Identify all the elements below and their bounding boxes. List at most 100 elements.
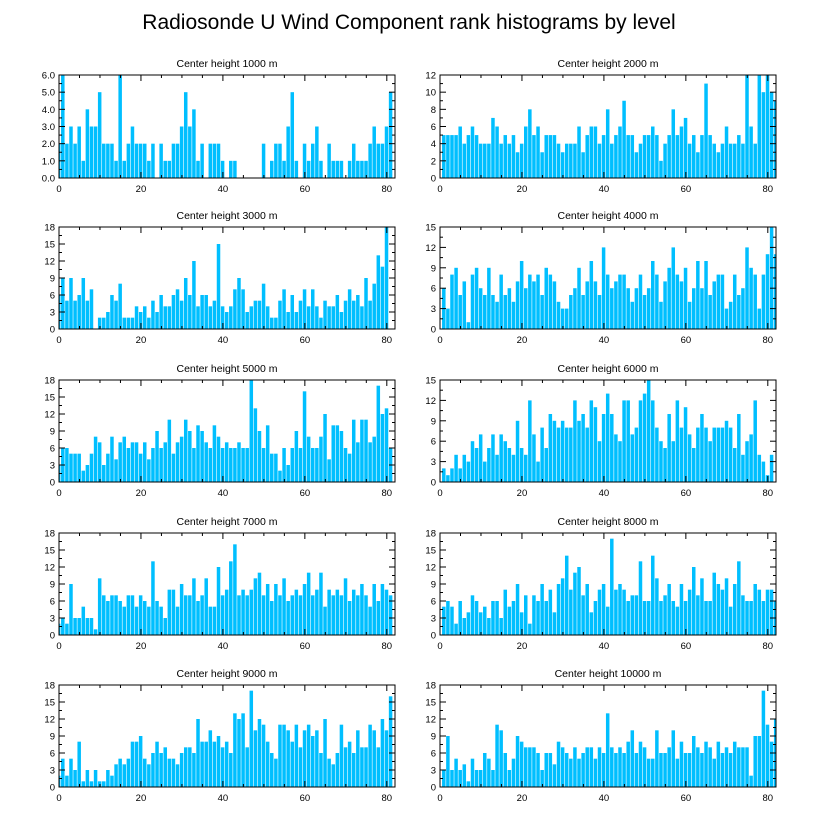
panel-title: Center height 1000 m: [177, 58, 278, 70]
histogram-bar: [81, 606, 86, 635]
histogram-bar: [692, 448, 696, 482]
histogram-bar: [732, 143, 737, 178]
histogram-bar: [724, 747, 729, 787]
histogram-bar: [610, 143, 614, 178]
histogram-bar: [573, 143, 577, 178]
histogram-bar: [196, 601, 200, 635]
histogram-bar: [183, 747, 188, 787]
histogram-bar: [700, 288, 704, 329]
y-tick-label: 18: [44, 376, 55, 387]
histogram-bar: [483, 295, 487, 329]
histogram-bar: [138, 453, 143, 482]
histogram-bar: [192, 448, 196, 482]
y-tick-label: 0.0: [42, 174, 55, 185]
histogram-bar: [167, 306, 172, 329]
histogram-bar: [93, 770, 98, 787]
histogram-bar: [237, 442, 241, 482]
histogram-bar: [216, 736, 221, 787]
x-tick-label: 80: [763, 184, 774, 195]
y-tick-label: 6: [431, 284, 436, 295]
histogram-bar: [253, 408, 258, 482]
histogram-bar: [159, 606, 163, 635]
histogram-bar: [339, 312, 344, 329]
histogram-bar: [732, 274, 737, 329]
histogram-bar: [757, 736, 762, 787]
histogram-bar: [347, 160, 352, 178]
histogram-bar: [388, 92, 393, 178]
histogram-bar: [683, 601, 688, 635]
histogram-bar: [454, 623, 458, 635]
histogram-bar: [102, 317, 106, 329]
y-tick-label: 12: [44, 410, 55, 421]
x-tick-label: 40: [218, 335, 229, 346]
histogram-bar: [331, 425, 335, 482]
histogram-bar: [110, 295, 114, 329]
histogram-bar: [511, 601, 516, 635]
histogram-bar: [773, 100, 776, 178]
histogram-bar: [560, 308, 565, 329]
histogram-bar: [446, 475, 450, 482]
histogram-bar: [347, 601, 352, 635]
histogram-bar: [147, 764, 151, 787]
histogram-bar: [569, 295, 573, 329]
histogram-bar: [585, 281, 589, 329]
histogram-bar: [110, 143, 114, 178]
histogram-bar: [274, 758, 278, 787]
histogram-bar: [532, 595, 536, 635]
histogram-bar: [692, 567, 696, 635]
histogram-bar: [741, 143, 745, 178]
y-tick-label: 0: [50, 783, 55, 794]
histogram-bar: [761, 690, 766, 787]
histogram-bar: [474, 135, 479, 178]
histogram-bar: [85, 465, 90, 482]
histogram-bar: [261, 143, 266, 178]
histogram-bar: [712, 143, 716, 178]
histogram-bar: [368, 143, 372, 178]
histogram-bar: [327, 143, 331, 178]
histogram-bar: [315, 126, 319, 178]
histogram-bar: [610, 414, 614, 482]
histogram-bar: [65, 775, 69, 787]
histogram-bar: [294, 160, 299, 178]
histogram-bar: [737, 295, 741, 329]
histogram-bar: [560, 152, 565, 178]
y-tick-label: 3.0: [42, 122, 55, 133]
histogram-bar: [208, 448, 213, 482]
histogram-bar: [765, 75, 770, 178]
histogram-bar: [167, 589, 172, 635]
histogram-bar: [212, 143, 217, 178]
histogram-bar: [261, 724, 266, 787]
histogram-bar: [298, 300, 303, 329]
histogram-bar: [364, 160, 368, 178]
histogram-bar: [622, 274, 626, 329]
histogram-bar: [581, 595, 585, 635]
histogram-bar: [487, 267, 491, 329]
histogram-bar: [454, 135, 458, 178]
histogram-bar: [728, 606, 733, 635]
histogram-bar: [642, 135, 647, 178]
histogram-bar: [741, 454, 745, 482]
histogram-bar: [270, 753, 274, 787]
histogram-bar: [753, 274, 757, 329]
histogram-bar: [724, 578, 729, 635]
histogram-bar: [704, 261, 708, 329]
histogram-bar: [577, 758, 581, 787]
histogram-bar: [224, 442, 229, 482]
histogram-bar: [737, 135, 741, 178]
histogram-bar: [507, 448, 512, 482]
histogram-bar: [491, 434, 495, 482]
histogram-bar: [311, 448, 315, 482]
histogram-bar: [372, 730, 376, 787]
histogram-bar: [159, 143, 163, 178]
histogram-bar: [462, 764, 467, 787]
histogram-bar: [528, 400, 532, 482]
histogram-bar: [356, 730, 360, 787]
histogram-bar: [192, 109, 196, 178]
histogram-bar: [306, 160, 311, 178]
histogram-bar: [245, 595, 249, 635]
histogram-bar: [73, 143, 77, 178]
histogram-bar: [208, 306, 213, 329]
histogram-bar: [339, 160, 344, 178]
histogram-bar: [470, 595, 475, 635]
